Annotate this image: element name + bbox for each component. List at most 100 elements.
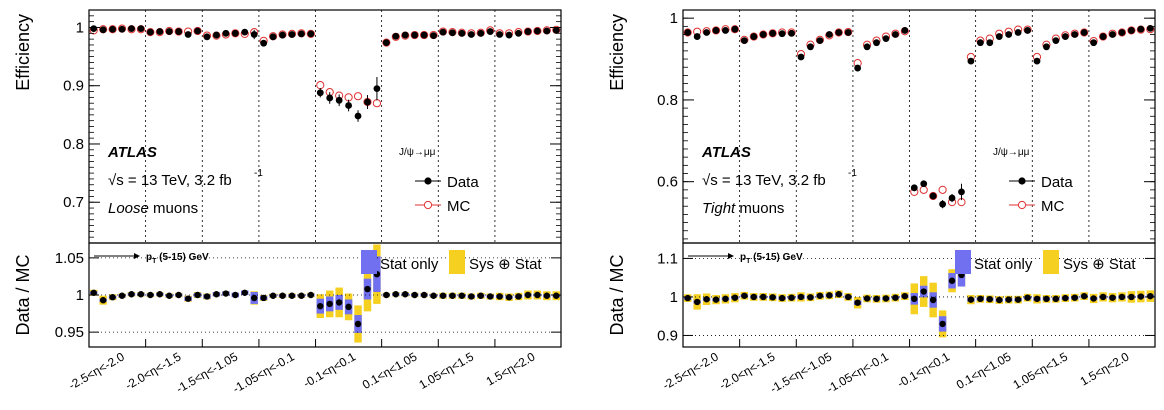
- process-label: J/ψ→μμ: [399, 147, 436, 158]
- ratio-point: [335, 299, 343, 306]
- data-point: [194, 27, 201, 35]
- ratio-point: [99, 297, 107, 304]
- mc-point: [919, 185, 928, 194]
- ratio-point: [1005, 296, 1012, 303]
- data-point: [137, 25, 145, 33]
- data-point: [712, 27, 720, 34]
- data-point: [345, 102, 352, 109]
- data-point: [241, 28, 249, 36]
- ratio-point: [553, 292, 560, 299]
- data-point: [844, 29, 852, 36]
- ratio-point: [1014, 296, 1022, 303]
- ratio-point: [769, 294, 776, 301]
- data-point: [995, 33, 1003, 40]
- ratio-point: [487, 293, 494, 300]
- working-point-label: Tight muons: [702, 200, 784, 217]
- lumi-unit-sup: -1: [254, 168, 263, 179]
- legend-mc-marker: [1017, 200, 1027, 210]
- mc-point: [382, 38, 391, 47]
- eta-bin-label: -0.1<η<0.1: [895, 349, 953, 390]
- ratio-frame: [682, 242, 1156, 348]
- ratio-point: [977, 295, 984, 303]
- ratio-point: [241, 289, 248, 296]
- data-point: [477, 29, 485, 37]
- mc-point: [306, 29, 315, 38]
- ratio-point: [778, 294, 786, 302]
- data-point: [420, 31, 428, 39]
- ratio-point: [392, 291, 399, 298]
- ratio-point: [929, 296, 937, 304]
- ratio-point: [1147, 292, 1154, 300]
- data-point: [382, 39, 390, 47]
- legend-stat-swatch: [361, 250, 377, 274]
- mc-point: [231, 29, 240, 38]
- ratio-point: [807, 294, 814, 301]
- data-point: [986, 39, 994, 47]
- data-point: [807, 43, 814, 51]
- ratio-point: [260, 294, 267, 302]
- ratio-point: [967, 296, 975, 303]
- eta-bin-label: -1.05<η<-0.1: [230, 349, 297, 396]
- pt-arrow-head: [134, 253, 140, 259]
- pt-range-value: (5-15) GeV: [156, 252, 209, 263]
- y-tick-label: 1: [76, 287, 84, 304]
- legend-stat-swatch: [955, 250, 971, 274]
- atlas-label: ATLAS: [701, 144, 751, 161]
- mc-point: [108, 25, 117, 34]
- eta-bin-label: 1.05<η<1.5: [417, 349, 477, 392]
- ratio-point: [477, 292, 484, 299]
- data-point: [910, 184, 918, 192]
- ratio-point: [722, 295, 729, 303]
- legend-sys-label: Sys ⊕ Stat: [469, 256, 542, 273]
- data-point: [250, 31, 258, 38]
- ratio-point: [939, 320, 946, 328]
- mc-point: [316, 81, 325, 90]
- legend-data-label: Data: [447, 174, 479, 191]
- data-point: [496, 31, 504, 38]
- ratio-point: [458, 292, 466, 299]
- pt-range-value: (5-15) GeV: [750, 252, 803, 263]
- ratio-point: [118, 292, 126, 299]
- ratio-point: [402, 291, 409, 298]
- data-point: [90, 25, 98, 33]
- y-tick-label: 0.8: [657, 92, 678, 109]
- ratio-point: [1118, 293, 1126, 301]
- mc-point: [938, 185, 947, 194]
- mc-point: [533, 26, 542, 36]
- mc-point: [711, 26, 721, 35]
- data-point: [298, 30, 305, 38]
- data-point: [165, 28, 173, 35]
- ratio-point: [797, 293, 805, 301]
- data-point: [854, 64, 862, 72]
- mc-point: [834, 28, 843, 37]
- working-point-suffix: muons: [735, 200, 784, 217]
- ratio-point: [515, 293, 522, 300]
- legend-data-label: Data: [1041, 174, 1073, 191]
- panel-2: 10.80.61.110.9-2.5<η<-2.0-2.0<η<-1.5-1.5…: [0, 9, 1156, 396]
- data-point: [543, 27, 551, 35]
- working-point-label: Loose muons: [108, 200, 198, 217]
- mc-point: [1080, 28, 1089, 37]
- ratio-point: [203, 293, 211, 300]
- energy-lumi-label: √s = 13 TeV, 3.2 fb: [108, 172, 232, 189]
- ratio-point: [354, 320, 362, 328]
- data-point: [203, 33, 211, 41]
- eta-bin-label: 1.05<η<1.5: [1011, 349, 1071, 392]
- data-point: [1024, 27, 1031, 34]
- ratio-point: [1024, 294, 1031, 301]
- ratio-point: [156, 291, 163, 298]
- legend-sys-swatch: [449, 250, 465, 274]
- data-point: [788, 29, 795, 37]
- ratio-point: [534, 291, 541, 299]
- legend-mc-label: MC: [1041, 198, 1064, 215]
- data-point: [1033, 57, 1041, 65]
- data-point: [863, 43, 871, 51]
- y-axis-title-efficiency: Efficiency: [607, 14, 627, 91]
- ratio-point: [222, 290, 230, 297]
- ratio-point: [693, 298, 701, 306]
- eta-bin-label: -1.05<η<-0.1: [824, 349, 891, 396]
- ratio-point: [411, 291, 418, 299]
- data-point: [184, 31, 192, 38]
- data-point: [430, 32, 437, 40]
- y-tick-label: 0.95: [55, 324, 84, 341]
